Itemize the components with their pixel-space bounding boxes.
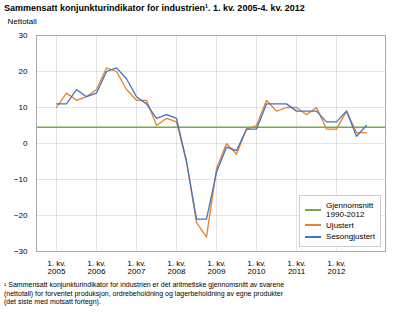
svg-text:1. kv.2009: 1. kv.2009 [207, 259, 226, 276]
svg-text:1. kv.2005: 1. kv.2005 [47, 259, 66, 276]
svg-text:0: 0 [23, 139, 28, 148]
svg-text:1. kv.2010: 1. kv.2010 [247, 259, 266, 276]
svg-text:−20: −20 [14, 211, 28, 220]
svg-text:1. kv.2006: 1. kv.2006 [87, 259, 106, 276]
svg-text:1. kv.2011: 1. kv.2011 [287, 259, 306, 276]
svg-text:−10: −10 [14, 175, 28, 184]
html-text:Sesongjustert: Sesongjustert [326, 232, 375, 242]
svg-text:20: 20 [19, 67, 28, 76]
svg-text:30: 30 [19, 31, 28, 40]
html-text:¹ Sammensatt konjunkturindikat: ¹ Sammensatt konjunkturindikator for ind… [4, 281, 285, 305]
svg-text:10: 10 [19, 103, 28, 112]
html-text:Sammensatt konjunkturindikator: Sammensatt konjunkturindikator for indus… [4, 3, 305, 13]
html-text:Gjennomsnitt 1990-2012: Gjennomsnitt 1990-2012 [326, 200, 374, 219]
svg-text:1. kv.2012: 1. kv.2012 [327, 259, 346, 276]
svg-text:Nettotall: Nettotall [8, 17, 38, 26]
svg-text:−30: −30 [14, 247, 28, 256]
html-text:Ujustert: Ujustert [326, 220, 354, 230]
svg-text:1. kv.2007: 1. kv.2007 [127, 259, 146, 276]
svg-text:1. kv.2008: 1. kv.2008 [167, 259, 186, 276]
